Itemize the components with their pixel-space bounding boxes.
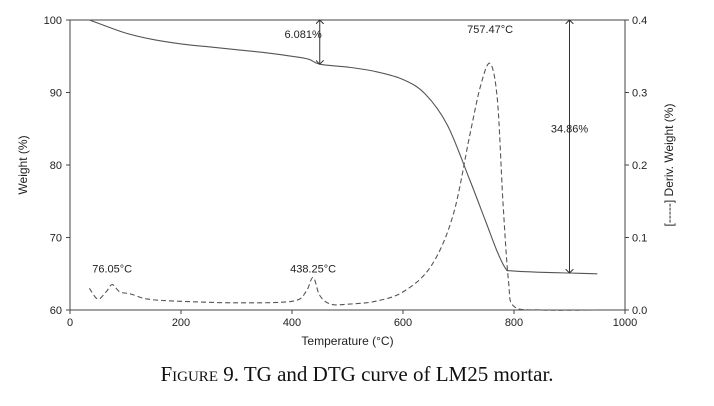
y-tick-label-right: 0.4 bbox=[632, 15, 647, 27]
y-tick-label-left: 80 bbox=[50, 160, 62, 172]
annotation-label: 438.25°C bbox=[290, 263, 336, 275]
x-axis-label: Temperature (°C) bbox=[301, 334, 393, 348]
x-tick-label: 400 bbox=[283, 317, 301, 329]
annotation-label: 6.081% bbox=[284, 29, 322, 41]
x-tick-label: 1000 bbox=[613, 317, 637, 329]
dtg-series-line bbox=[88, 62, 598, 311]
tg-dtg-chart: 0 200 400 600 800 1000 60 70 80 90 100 0.0 0.1 0.2 0.3… bbox=[16, 15, 676, 348]
caption-text: 9. TG and DTG curve of LM25 mortar. bbox=[217, 362, 554, 386]
y-axis-label-right: [-----] Deriv. Weight (%) bbox=[662, 104, 676, 227]
x-tick-label: 800 bbox=[505, 317, 523, 329]
y-tick-label-left: 70 bbox=[50, 233, 62, 245]
annotation-label: 757.47°C bbox=[467, 24, 513, 36]
tg-series-line bbox=[89, 19, 598, 275]
annotation-label: 76.05°C bbox=[92, 263, 132, 275]
figure-caption: Figure 9. TG and DTG curve of LM25 morta… bbox=[0, 362, 714, 387]
y-tick-label-right: 0.1 bbox=[632, 233, 647, 245]
plot-frame bbox=[69, 19, 626, 311]
y-tick-label-left: 100 bbox=[44, 15, 62, 27]
caption-prefix: Figure bbox=[160, 362, 218, 386]
y-tick-label-left: 90 bbox=[50, 88, 62, 100]
y-tick-label-left: 60 bbox=[50, 305, 62, 317]
annotation-label: 34.86% bbox=[551, 123, 589, 135]
y-tick-label-right: 0.2 bbox=[632, 160, 647, 172]
x-tick-label: 200 bbox=[172, 317, 190, 329]
y-tick-label-right: 0.0 bbox=[632, 305, 647, 317]
y-tick-label-right: 0.3 bbox=[632, 88, 647, 100]
x-tick-label: 0 bbox=[67, 317, 73, 329]
x-tick-label: 600 bbox=[394, 317, 412, 329]
y-axis-label-left: Weight (%) bbox=[16, 135, 30, 194]
